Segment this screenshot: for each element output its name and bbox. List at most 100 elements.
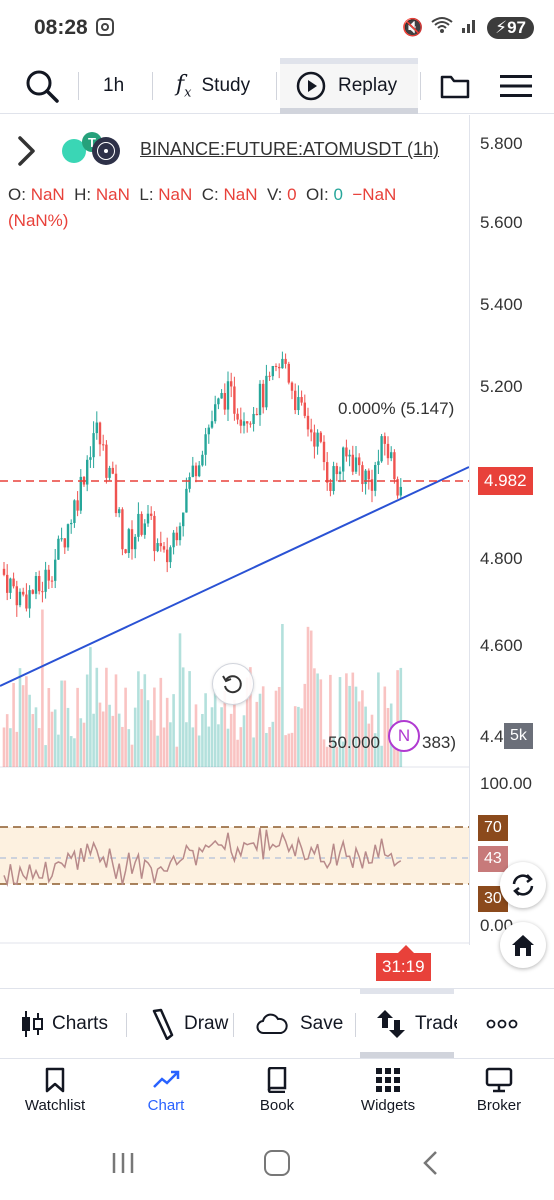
symbol-name[interactable]: BINANCE:FUTURE:ATOMUSDT (1h) [140,139,440,159]
draw-button[interactable]: Draw [150,989,228,1059]
volume-bar [169,722,172,767]
symbol-row[interactable]: T [14,132,120,167]
volume-bar [287,733,291,767]
volume-bar [329,674,332,767]
nav-watchlist[interactable]: Watchlist [0,1067,110,1114]
nav-broker[interactable]: Broker [444,1067,554,1114]
nav-book[interactable]: Book [222,1067,332,1114]
ohlc-values: O: NaN H: NaN L: NaN C: NaN V: 0 OI: 0 −… [8,185,397,230]
trade-button[interactable]: Trade [375,989,457,1059]
volume-bar [44,745,47,767]
candle-body [134,536,137,550]
candle-body [294,390,297,411]
candle-body [396,479,399,496]
volume-bar [345,673,348,767]
home-button[interactable] [500,922,546,968]
nav-chart[interactable]: Chart [111,1067,221,1114]
volume-bar [351,672,355,767]
book-icon [267,1067,287,1093]
search-button[interactable] [24,58,60,114]
candle-body [182,512,185,527]
candles [2,351,402,618]
volume-bar [18,668,22,767]
system-home-button[interactable] [264,1150,290,1176]
more-button[interactable] [486,989,518,1059]
volume-bar [130,744,134,767]
volume-bar [85,674,89,767]
volume-bar [162,727,166,767]
volume-tag: 5k [504,723,533,749]
candle-body [12,578,15,587]
volume-bar [239,727,243,767]
volume-bar [210,707,214,767]
home-icon [512,935,534,956]
news-badge[interactable]: N [388,720,420,752]
save-button[interactable]: Save [256,989,343,1059]
volume-bar [319,679,323,767]
candle-body [306,415,310,430]
nav-widgets[interactable]: Widgets [333,1067,443,1114]
candle-body [287,363,290,383]
volume-bar [185,722,188,767]
status-bar: 08:28 🔇 ⚡97 [0,0,554,58]
volume-bar [191,727,195,767]
candle-body [310,429,313,433]
price-tick: 5.600 [480,213,523,232]
draw-label: Draw [184,1013,229,1034]
candle-body [255,413,258,416]
volume-bar [101,711,105,767]
candle-body [348,454,351,457]
signal-icon [461,16,479,39]
candle-body [233,386,236,414]
system-back-button[interactable] [420,1150,440,1181]
volume-bar [194,704,198,767]
price-tick: 5.200 [480,377,523,396]
candle-body [153,515,156,552]
candle-body [367,470,370,480]
instagram-icon [96,18,114,36]
recent-apps-button[interactable] [110,1151,136,1175]
folder-button[interactable] [440,58,470,114]
candle-body [338,471,342,475]
volume-bar [361,690,364,767]
volume-bar [108,704,111,767]
chevron-right-icon[interactable] [14,135,38,167]
replay-button[interactable]: Replay [296,58,397,114]
volume-bar [34,707,38,767]
volume-bar [28,694,31,767]
volume-bar [127,729,131,767]
candle-body [156,543,159,552]
volume-bar [201,713,204,767]
candle-body [226,381,230,410]
interval-button[interactable]: 1h [103,75,125,96]
volume-bar [325,746,329,767]
reset-chart-button[interactable] [212,663,254,705]
trend-line[interactable] [0,466,470,687]
candle-body [98,422,102,445]
candle-body [201,454,204,466]
volume-bar [114,674,118,767]
trade-arrows-icon [377,1010,405,1038]
candle-body [34,576,38,594]
volume-bar [316,673,319,767]
candle-body [166,549,169,563]
candle-body [73,500,76,523]
sync-button[interactable] [500,862,546,908]
candle-body [127,529,130,553]
volume-bar [242,715,246,767]
more-dots-icon [486,1019,518,1029]
candle-body [159,543,162,547]
price-scale[interactable] [469,115,554,945]
cloud-icon [256,1013,288,1034]
candle-body [322,441,326,463]
price-chart[interactable] [0,115,554,975]
study-button[interactable]: fx Study [176,58,250,114]
candle-body [284,358,287,364]
menu-button[interactable] [500,58,532,114]
candle-body [361,465,364,485]
charts-button[interactable]: Charts [20,989,108,1059]
candle-body [207,427,210,435]
charts-label: Charts [52,1013,108,1034]
play-icon [296,71,326,101]
volume-bar [76,687,79,767]
